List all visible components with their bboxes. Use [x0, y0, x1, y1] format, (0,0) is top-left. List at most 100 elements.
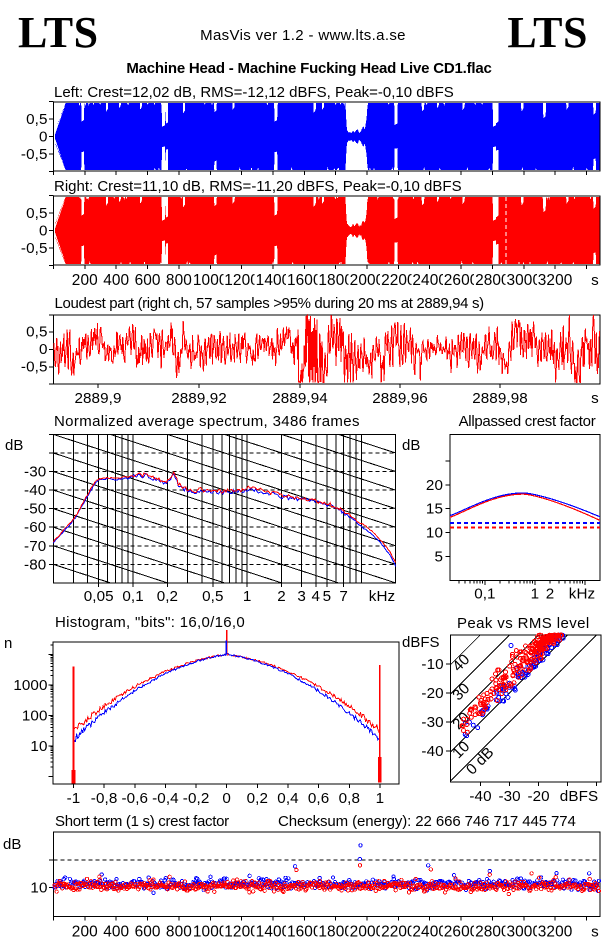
- svg-text:0,1: 0,1: [474, 586, 495, 603]
- svg-text:2889,94: 2889,94: [272, 390, 328, 407]
- svg-text:800: 800: [166, 272, 192, 289]
- svg-text:600: 600: [135, 924, 161, 941]
- svg-text:-0,2: -0,2: [183, 790, 210, 807]
- svg-text:200: 200: [72, 272, 98, 289]
- svg-text:-20: -20: [421, 685, 443, 702]
- svg-text:20: 20: [426, 477, 443, 494]
- svg-text:kHz: kHz: [369, 588, 395, 605]
- svg-text:Short term (1 s) crest factor: Short term (1 s) crest factor: [55, 813, 229, 830]
- svg-text:2889,9: 2889,9: [74, 390, 121, 407]
- svg-text:-30: -30: [498, 788, 520, 805]
- svg-text:2400: 2400: [412, 924, 447, 941]
- svg-text:100: 100: [22, 707, 48, 724]
- svg-text:dB: dB: [402, 437, 420, 454]
- svg-text:-30: -30: [24, 464, 46, 481]
- svg-text:7: 7: [339, 588, 348, 605]
- svg-text:dBFS: dBFS: [560, 788, 598, 805]
- svg-text:1400: 1400: [256, 924, 291, 941]
- svg-text:0,5: 0,5: [26, 205, 47, 222]
- svg-text:dBFS: dBFS: [402, 634, 440, 651]
- svg-text:0,1: 0,1: [122, 588, 143, 605]
- svg-text:Peak vs RMS level: Peak vs RMS level: [457, 615, 590, 632]
- svg-text:2: 2: [546, 586, 555, 603]
- svg-text:0,5: 0,5: [26, 324, 47, 341]
- svg-text:2: 2: [277, 588, 286, 605]
- svg-text:1600: 1600: [287, 272, 322, 289]
- svg-text:s: s: [591, 924, 599, 941]
- svg-text:3: 3: [297, 588, 306, 605]
- svg-text:-0,6: -0,6: [122, 790, 149, 807]
- svg-text:800: 800: [166, 924, 192, 941]
- svg-text:-50: -50: [24, 501, 46, 518]
- svg-text:Checksum (energy): 22 666 746: Checksum (energy): 22 666 746 717 445 77…: [278, 813, 576, 830]
- svg-text:2600: 2600: [444, 924, 479, 941]
- svg-text:400: 400: [103, 924, 129, 941]
- svg-text:2200: 2200: [381, 924, 416, 941]
- svg-text:0: 0: [39, 129, 48, 146]
- svg-text:2200: 2200: [381, 272, 416, 289]
- svg-text:15: 15: [426, 501, 443, 518]
- svg-text:0: 0: [39, 223, 48, 240]
- svg-text:1000: 1000: [193, 272, 228, 289]
- svg-text:0,05: 0,05: [84, 588, 114, 605]
- svg-text:0,6: 0,6: [308, 790, 329, 807]
- svg-text:1800: 1800: [318, 272, 353, 289]
- svg-text:0,5: 0,5: [26, 111, 47, 128]
- svg-text:dB: dB: [3, 836, 21, 853]
- svg-text:0: 0: [222, 790, 231, 807]
- svg-text:-20: -20: [527, 788, 549, 805]
- svg-text:2800: 2800: [475, 272, 510, 289]
- svg-text:MasVis ver 1.2 - www.lts.a.se: MasVis ver 1.2 - www.lts.a.se: [200, 27, 406, 44]
- svg-text:200: 200: [72, 924, 98, 941]
- svg-text:2400: 2400: [412, 272, 447, 289]
- svg-text:3000: 3000: [506, 924, 541, 941]
- svg-text:1000: 1000: [193, 924, 228, 941]
- svg-text:4: 4: [312, 588, 321, 605]
- svg-text:-0,5: -0,5: [21, 240, 48, 257]
- svg-text:Normalized average spectrum, 3: Normalized average spectrum, 3486 frames: [54, 413, 360, 430]
- svg-text:n: n: [4, 635, 12, 652]
- svg-text:1200: 1200: [224, 924, 259, 941]
- svg-text:kHz: kHz: [569, 586, 595, 603]
- svg-text:10: 10: [30, 738, 47, 755]
- svg-text:1400: 1400: [256, 272, 291, 289]
- svg-text:1200: 1200: [224, 272, 259, 289]
- svg-text:LTS: LTS: [507, 8, 588, 57]
- svg-text:-0,8: -0,8: [91, 790, 118, 807]
- svg-text:2000: 2000: [350, 924, 385, 941]
- svg-text:LTS: LTS: [18, 8, 99, 57]
- svg-text:-0,4: -0,4: [152, 790, 179, 807]
- svg-text:Histogram, "bits": 16,0/16,0: Histogram, "bits": 16,0/16,0: [55, 614, 245, 631]
- svg-text:Left: Crest=12,02 dB, RMS=-12,: Left: Crest=12,02 dB, RMS=-12,12 dBFS, P…: [54, 84, 454, 101]
- svg-text:-40: -40: [24, 482, 46, 499]
- svg-text:0,4: 0,4: [277, 790, 298, 807]
- svg-text:1600: 1600: [287, 924, 322, 941]
- svg-text:2889,98: 2889,98: [472, 390, 528, 407]
- svg-text:-0,5: -0,5: [21, 358, 48, 375]
- svg-text:5: 5: [323, 588, 332, 605]
- svg-text:-10: -10: [421, 656, 443, 673]
- svg-text:Allpassed crest factor: Allpassed crest factor: [459, 413, 596, 430]
- svg-text:1: 1: [243, 588, 252, 605]
- svg-text:3200: 3200: [538, 924, 573, 941]
- svg-text:-0,5: -0,5: [21, 146, 48, 163]
- svg-text:10: 10: [30, 879, 47, 896]
- svg-text:2800: 2800: [475, 924, 510, 941]
- svg-text:400: 400: [103, 272, 129, 289]
- svg-text:600: 600: [135, 272, 161, 289]
- svg-text:3200: 3200: [538, 272, 573, 289]
- svg-text:10: 10: [426, 525, 443, 542]
- svg-text:dB: dB: [5, 437, 23, 454]
- svg-text:2600: 2600: [444, 272, 479, 289]
- svg-text:1000: 1000: [13, 677, 47, 694]
- svg-text:1800: 1800: [318, 924, 353, 941]
- svg-text:s: s: [591, 390, 599, 407]
- svg-text:-80: -80: [24, 556, 46, 573]
- svg-text:5: 5: [434, 549, 443, 566]
- svg-text:0,2: 0,2: [157, 588, 178, 605]
- svg-text:Loudest part (right ch, 57 sam: Loudest part (right ch, 57 samples >95% …: [55, 295, 485, 312]
- svg-text:3000: 3000: [506, 272, 541, 289]
- svg-text:-60: -60: [24, 519, 46, 536]
- svg-text:0,8: 0,8: [339, 790, 360, 807]
- svg-text:2000: 2000: [350, 272, 385, 289]
